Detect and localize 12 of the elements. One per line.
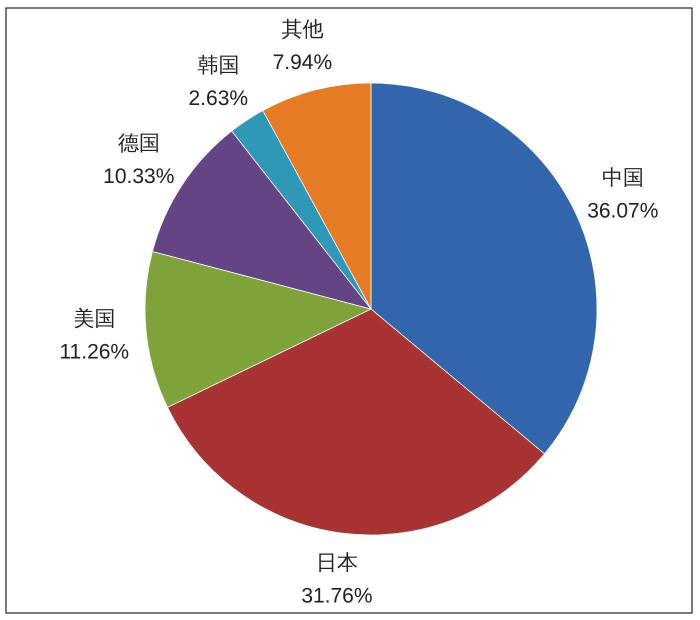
data-label: 36.07% — [587, 199, 658, 222]
data-label: 11.26% — [59, 340, 130, 364]
slice-label: 韩国 — [197, 54, 240, 78]
data-label: 7.94% — [272, 50, 332, 74]
slice-label: 其他 — [281, 18, 324, 41]
slice-label: 美国 — [73, 308, 116, 331]
slice-label: 德国 — [118, 132, 160, 155]
data-label: 2.63% — [188, 87, 248, 110]
slice-label: 日本 — [316, 551, 358, 574]
data-label: 10.33% — [103, 164, 174, 188]
data-label: 31.76% — [301, 584, 373, 608]
slice-label: 中国 — [602, 166, 644, 190]
